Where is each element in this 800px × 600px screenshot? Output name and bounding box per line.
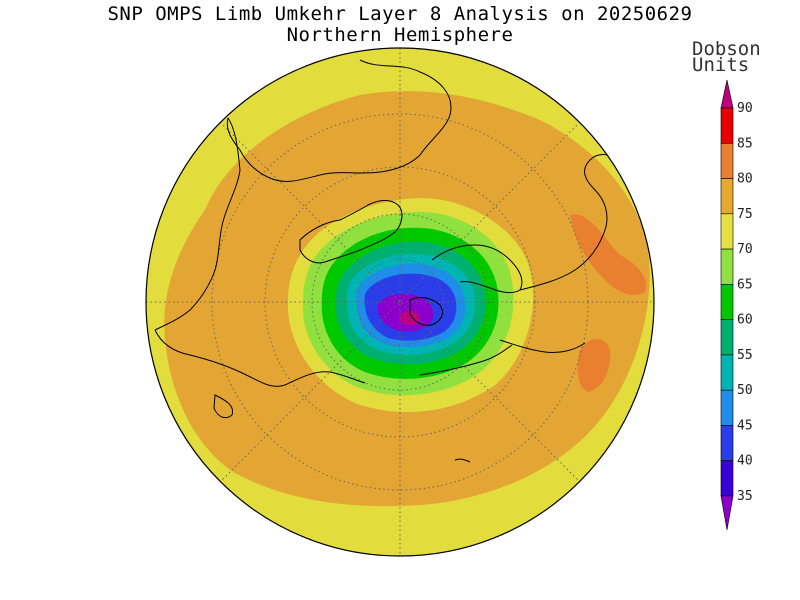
colorbar-tick-label: 45 xyxy=(737,418,753,433)
coastlines xyxy=(154,59,654,463)
colorbar-tick-label: 80 xyxy=(737,172,753,187)
map-subtitle: Northern Hemisphere xyxy=(286,24,514,46)
colorbar-swatch xyxy=(720,213,734,250)
colorbar-swatch xyxy=(720,425,734,462)
units-label-line1: Dobson xyxy=(692,38,761,60)
colorbar: 90 85 80 75 70 65 60 55 50 45 40 35 xyxy=(720,79,753,531)
units-label-line2: Units xyxy=(692,54,750,76)
colorbar-swatch xyxy=(720,248,734,285)
ozone-field xyxy=(146,48,654,556)
colorbar-tick-label: 70 xyxy=(737,242,753,257)
colorbar-swatch xyxy=(720,142,734,179)
colorbar-swatch xyxy=(720,107,734,144)
colorbar-swatch xyxy=(720,319,734,356)
units-label: Dobson Units xyxy=(692,38,761,76)
colorbar-swatch xyxy=(720,460,734,497)
colorbar-swatch xyxy=(720,354,734,391)
colorbar-swatch xyxy=(720,178,734,215)
band-80-85-east xyxy=(570,214,647,295)
colorbar-tick-label: 75 xyxy=(737,207,753,222)
colorbar-overflow-bottom xyxy=(720,495,734,531)
band-80-85-southeast xyxy=(577,338,611,392)
colorbar-tick-label: 55 xyxy=(737,348,753,363)
map-title: SNP OMPS Limb Umkehr Layer 8 Analysis on… xyxy=(107,3,693,25)
map-boundary xyxy=(145,47,655,557)
colorbar-tick-label: 85 xyxy=(737,136,753,151)
colorbar-tick-label: 60 xyxy=(737,313,753,328)
colorbar-swatch xyxy=(720,284,734,320)
colorbar-tick-label: 35 xyxy=(737,489,753,504)
band-minimum xyxy=(400,311,420,325)
colorbar-tick-label: 90 xyxy=(737,101,753,116)
colorbar-swatch xyxy=(720,389,734,426)
colorbar-overflow-top xyxy=(720,79,734,109)
colorbar-tick-label: 40 xyxy=(737,454,753,469)
colorbar-tick-label: 50 xyxy=(737,383,753,398)
colorbar-tick-label: 65 xyxy=(737,277,753,292)
